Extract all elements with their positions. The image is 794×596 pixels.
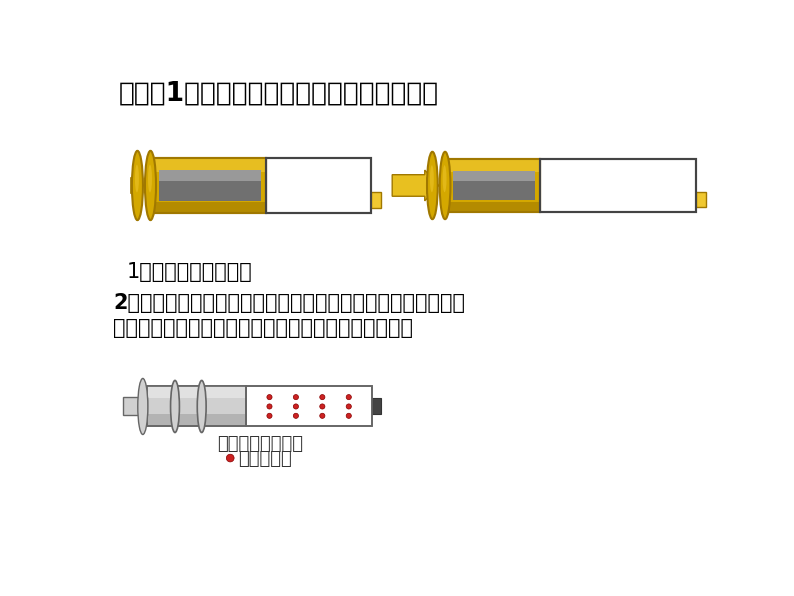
Bar — [266, 158, 371, 213]
Bar — [266, 158, 371, 213]
Bar — [540, 159, 696, 212]
Ellipse shape — [267, 413, 272, 418]
Bar — [153, 158, 266, 213]
Bar — [148, 386, 246, 427]
Ellipse shape — [293, 413, 299, 418]
Ellipse shape — [320, 404, 325, 409]
Ellipse shape — [346, 395, 352, 400]
Ellipse shape — [320, 395, 325, 400]
Bar — [123, 398, 148, 415]
Bar — [371, 192, 380, 207]
Ellipse shape — [440, 152, 450, 219]
Bar — [148, 386, 246, 399]
Bar — [448, 159, 540, 212]
Bar — [153, 202, 266, 213]
Ellipse shape — [427, 152, 437, 219]
Bar — [372, 399, 381, 414]
Ellipse shape — [132, 151, 143, 220]
Bar — [131, 178, 141, 193]
Bar — [246, 386, 372, 427]
Bar — [696, 192, 706, 207]
Bar — [426, 178, 436, 193]
Ellipse shape — [197, 380, 206, 433]
Ellipse shape — [226, 454, 234, 462]
Bar — [448, 159, 540, 212]
Ellipse shape — [346, 413, 352, 418]
Text: 【探究1：给密封在针筒中的水加热至沸腾】: 【探究1：给密封在针筒中的水加热至沸腾】 — [118, 81, 439, 107]
Bar — [153, 158, 266, 172]
Bar — [453, 170, 535, 200]
Ellipse shape — [138, 378, 148, 434]
Ellipse shape — [267, 404, 272, 409]
Ellipse shape — [145, 151, 156, 220]
Bar — [453, 170, 535, 181]
Ellipse shape — [267, 395, 272, 400]
Ellipse shape — [171, 380, 179, 433]
Bar — [448, 201, 540, 212]
Bar — [448, 159, 540, 172]
Bar — [540, 159, 696, 212]
Bar — [148, 386, 246, 427]
Bar — [153, 158, 266, 213]
Ellipse shape — [320, 413, 325, 418]
Text: 封闭在针筒中的水: 封闭在针筒中的水 — [217, 435, 303, 453]
Ellipse shape — [346, 404, 352, 409]
Ellipse shape — [430, 165, 434, 193]
Bar — [159, 170, 260, 201]
Text: 表示水分子: 表示水分子 — [238, 451, 291, 468]
Text: 水分子发生了什么变化？（请同学们提出自己的猜想）: 水分子发生了什么变化？（请同学们提出自己的猜想） — [114, 318, 413, 338]
Ellipse shape — [148, 164, 152, 193]
Bar — [148, 414, 246, 427]
Bar — [159, 170, 260, 181]
Polygon shape — [392, 170, 439, 201]
Text: 2、封闭在针筒中的水沸腾后，体积会明显增大。这个过程中，: 2、封闭在针筒中的水沸腾后，体积会明显增大。这个过程中， — [114, 293, 465, 313]
Ellipse shape — [293, 404, 299, 409]
Ellipse shape — [135, 164, 139, 193]
Text: 1、会看到什么现象？: 1、会看到什么现象？ — [126, 262, 252, 283]
Bar — [246, 386, 372, 427]
Ellipse shape — [293, 395, 299, 400]
Ellipse shape — [442, 165, 446, 193]
